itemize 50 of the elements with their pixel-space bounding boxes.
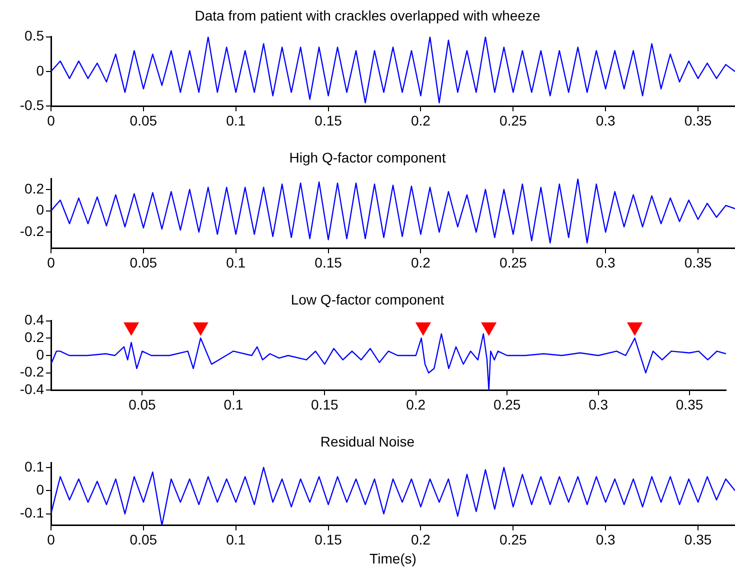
x-axis-title: Time(s) bbox=[370, 550, 416, 566]
x-tick-label: 0.1 bbox=[226, 532, 246, 548]
y-tick-label: 0.1 bbox=[24, 458, 44, 474]
x-tick-label: 0.25 bbox=[493, 396, 521, 412]
x-tick-label: 0.35 bbox=[684, 532, 712, 548]
y-tick-label: 0 bbox=[36, 481, 44, 498]
y-tick-label: 0.4 bbox=[24, 312, 44, 328]
y-tick-label: 0 bbox=[36, 346, 44, 362]
y-tick-label: -0.4 bbox=[20, 381, 44, 398]
chart-title: Low Q-factor component bbox=[290, 291, 444, 308]
x-tick-label: 0.1 bbox=[224, 396, 244, 412]
x-tick-label: 0.35 bbox=[684, 112, 712, 128]
x-tick-label: 0.3 bbox=[596, 254, 616, 270]
x-tick-label: 0.35 bbox=[676, 396, 704, 412]
x-tick-label: 0.35 bbox=[684, 254, 712, 270]
x-tick-label: 0.15 bbox=[314, 532, 342, 548]
x-tick-label: 0.05 bbox=[130, 112, 158, 128]
y-tick-label: 0.2 bbox=[24, 180, 44, 196]
x-tick-label: 0.15 bbox=[311, 396, 338, 412]
x-tick-label: 0.15 bbox=[314, 254, 342, 270]
x-tick-label: 0.05 bbox=[128, 396, 156, 412]
x-tick-label: 0.05 bbox=[130, 532, 158, 548]
x-tick-label: 0.3 bbox=[588, 396, 608, 412]
y-tick-label: -0.5 bbox=[20, 97, 44, 114]
x-tick-label: 0 bbox=[47, 532, 56, 548]
x-tick-label: 0 bbox=[47, 254, 56, 270]
x-tick-label: 0.25 bbox=[500, 112, 527, 128]
y-tick-label: -0.2 bbox=[20, 364, 44, 380]
x-tick-label: 0.05 bbox=[130, 254, 158, 270]
x-tick-label: 0.2 bbox=[410, 112, 431, 128]
chart-title: Residual Noise bbox=[320, 433, 415, 450]
x-tick-label: 0.3 bbox=[596, 532, 616, 548]
x-tick-label: 0.15 bbox=[314, 112, 342, 128]
y-tick-label: 0 bbox=[36, 62, 44, 78]
y-tick-label: -0.2 bbox=[20, 223, 44, 240]
x-tick-label: 0.2 bbox=[406, 396, 426, 412]
x-tick-label: 0.1 bbox=[226, 112, 246, 128]
x-tick-label: 0.2 bbox=[410, 532, 431, 548]
x-tick-label: 0.2 bbox=[410, 254, 431, 270]
x-tick-label: 0 bbox=[47, 112, 56, 128]
chart-title: High Q-factor component bbox=[289, 149, 446, 166]
y-tick-label: 0.5 bbox=[24, 28, 44, 44]
y-tick-label: 0.2 bbox=[24, 329, 44, 346]
x-tick-label: 0.25 bbox=[500, 532, 527, 548]
chart-title: Data from patient with crackles overlapped with wheeze bbox=[194, 7, 540, 24]
y-tick-label: -0.1 bbox=[20, 504, 44, 521]
y-tick-label: 0 bbox=[36, 202, 44, 218]
x-tick-label: 0.1 bbox=[226, 254, 246, 270]
x-tick-label: 0.25 bbox=[500, 254, 527, 270]
x-tick-label: 0.3 bbox=[596, 112, 616, 128]
